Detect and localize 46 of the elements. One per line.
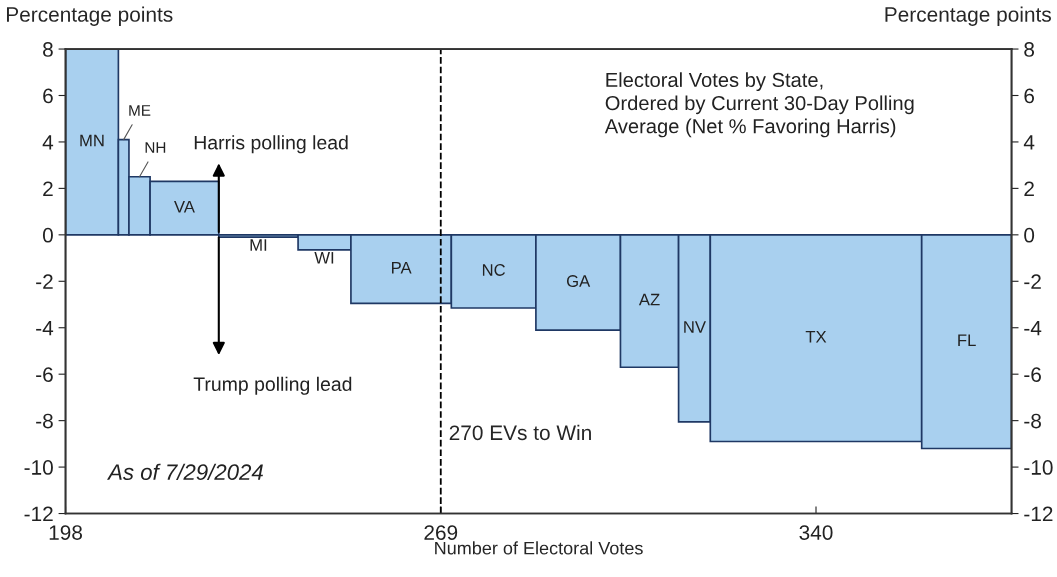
x-tick-label: 198 [49, 525, 83, 540]
y-tick-label: -12 [24, 506, 53, 522]
annotation: Trump polling lead [193, 376, 352, 395]
y2-tick-label: -6 [1024, 367, 1041, 382]
y2-tick-label: -10 [1024, 460, 1053, 475]
category-label: MN [80, 134, 104, 147]
x-tick-label: 269 [424, 525, 458, 540]
y-tick-label: 2 [43, 181, 53, 196]
y-axis-title: Percentage points [6, 6, 173, 26]
y2-tick-label: -12 [1024, 506, 1053, 522]
category-label: NH [145, 142, 166, 153]
y-tick-label: -2 [36, 274, 53, 289]
annotation: Electoral Votes by State, Ordered by Current 30-Day Polling Average (Net % Favoring Harris) [604, 72, 914, 138]
x-tick-label: 340 [799, 525, 833, 540]
y-tick-label: -8 [36, 413, 53, 429]
annotation: As of 7/29/2024 [107, 463, 263, 481]
category-label: TX [805, 331, 827, 343]
y-tick-label: 0 [42, 227, 53, 243]
annotation: Harris polling lead [194, 135, 348, 154]
y2-tick-label: -2 [1024, 274, 1041, 289]
y2-tick-label: 4 [1023, 135, 1035, 150]
category-label: NC [482, 264, 506, 276]
category-label: MI [250, 239, 267, 251]
y-tick-label: -6 [36, 367, 53, 382]
y2-tick-label: -4 [1024, 320, 1042, 336]
y2-tick-label: -8 [1024, 413, 1041, 429]
y-tick-label: 4 [42, 135, 54, 150]
category-label: WI [314, 252, 334, 264]
category-label: AZ [638, 293, 660, 306]
y2-tick-label: 0 [1024, 227, 1035, 243]
category-label: ME [129, 105, 151, 116]
y2-tick-label: 2 [1024, 181, 1034, 196]
y-tick-label: 8 [43, 42, 53, 57]
category-label: PA [392, 261, 412, 274]
y-tick-label: 6 [43, 88, 53, 104]
y-tick-label: -10 [24, 460, 53, 475]
category-label: GA [566, 275, 591, 287]
category-label: VA [174, 200, 195, 213]
category-label: NV [684, 321, 706, 333]
y-tick-label: -4 [36, 320, 54, 336]
y2-axis-title: Percentage points [885, 6, 1051, 26]
ref-line-label: 270 EVs to Win [449, 424, 591, 441]
x-axis-title: Number of Electoral Votes [435, 541, 643, 555]
category-label: FL [958, 334, 976, 346]
y2-tick-label: 8 [1024, 42, 1035, 57]
y2-tick-label: 6 [1024, 88, 1035, 104]
